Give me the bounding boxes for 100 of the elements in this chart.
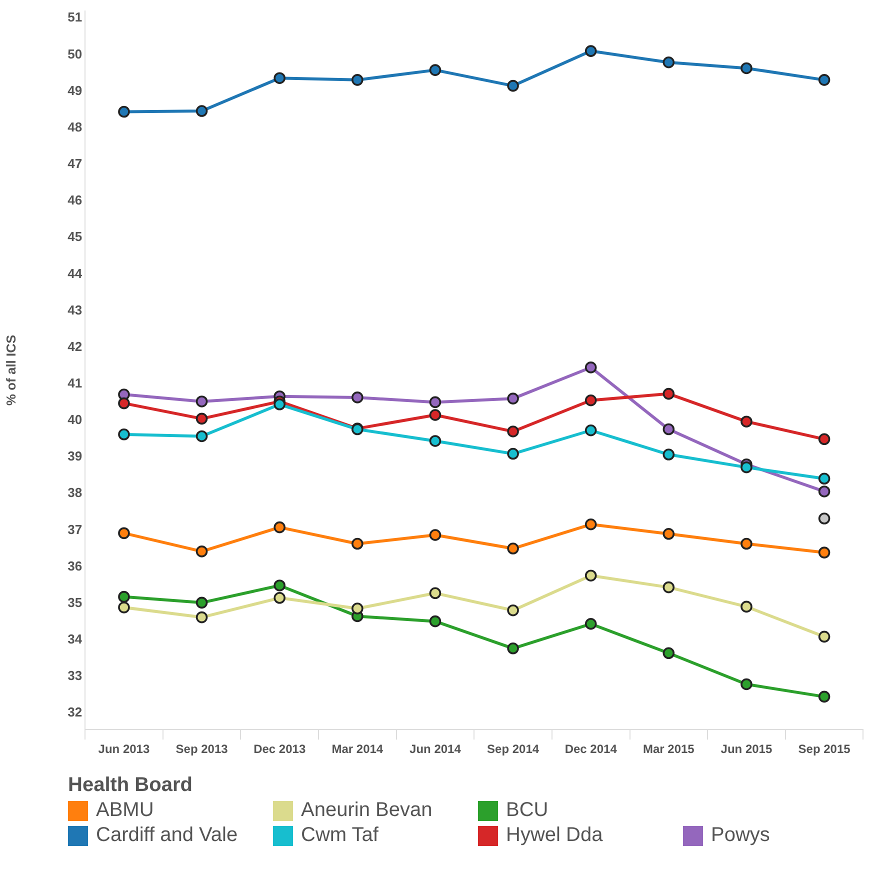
legend-label: Aneurin Bevan (301, 799, 432, 822)
y-tick-label: 37 (68, 522, 82, 537)
point (507, 80, 519, 92)
point (507, 426, 519, 438)
point (818, 486, 830, 498)
point (740, 461, 752, 474)
point (118, 106, 130, 118)
point (352, 602, 364, 614)
point (740, 538, 752, 550)
y-tick-label: 35 (68, 594, 82, 610)
point (352, 538, 364, 550)
point (584, 424, 597, 436)
point (429, 435, 442, 447)
point (740, 62, 752, 74)
point (274, 521, 286, 534)
point (118, 590, 130, 603)
point (507, 542, 519, 554)
point (196, 546, 208, 558)
point (662, 647, 675, 660)
y-tick-label: 49 (68, 82, 82, 98)
legend-label: BCU (506, 799, 548, 822)
point (507, 392, 519, 404)
point (584, 394, 597, 406)
point (818, 546, 830, 558)
x-tick-label: Dec 2013 (254, 742, 306, 756)
point (818, 512, 830, 524)
point (352, 74, 364, 86)
point (196, 430, 208, 442)
y-tick-label: 39 (68, 448, 82, 464)
y-tick-label: 38 (68, 485, 82, 500)
point (118, 527, 130, 540)
y-tick-label: 43 (68, 302, 82, 318)
legend-label: ABMU (96, 799, 154, 822)
x-tick-label: Mar 2014 (332, 742, 384, 756)
point (818, 690, 830, 703)
point (429, 529, 442, 541)
point (662, 56, 675, 68)
point (274, 580, 286, 592)
y-tick-label: 34 (68, 632, 83, 647)
point (429, 396, 442, 408)
x-tick-label: Dec 2014 (564, 742, 618, 756)
x-tick-label: Sep 2015 (798, 742, 851, 756)
point (196, 105, 208, 117)
point (584, 570, 597, 582)
point (662, 581, 675, 594)
point (196, 596, 208, 609)
point (118, 428, 130, 440)
point (662, 528, 675, 540)
point (274, 398, 286, 410)
point (584, 362, 597, 374)
x-tick-label: Jun 2013 (98, 742, 150, 756)
point (584, 518, 597, 530)
point (818, 630, 830, 643)
point (352, 392, 364, 404)
legend-label: Hywel Dda (506, 824, 603, 847)
y-tick-label: 33 (68, 668, 82, 684)
point (196, 412, 208, 425)
point (196, 396, 208, 408)
point (118, 397, 130, 410)
point (818, 74, 830, 86)
y-tick-label: 46 (68, 192, 82, 208)
point (662, 423, 675, 436)
legend-title: Health Board (68, 774, 194, 797)
y-tick-label: 41 (68, 375, 82, 390)
y-tick-label: 50 (68, 46, 82, 62)
point (118, 602, 130, 614)
point (274, 72, 286, 84)
x-tick-label: Jun 2014 (410, 742, 462, 756)
x-tick-label: Sep 2013 (176, 742, 228, 756)
point (274, 592, 286, 604)
point (740, 678, 752, 690)
x-tick-label: Mar 2015 (642, 742, 695, 756)
point (818, 472, 830, 485)
y-tick-label: 48 (68, 119, 82, 134)
x-tick-label: Jun 2015 (720, 742, 772, 756)
point (584, 45, 597, 57)
x-tick-label: Sep 2014 (487, 742, 540, 756)
y-tick-label: 45 (68, 229, 82, 244)
legend-label: Cardiff and Vale (96, 824, 238, 847)
y-tick-label: 51 (68, 10, 82, 25)
point (429, 409, 442, 421)
point (818, 433, 830, 446)
y-tick-label: 32 (68, 704, 82, 720)
point (662, 448, 675, 460)
y-axis-title: % of all ICS (3, 334, 18, 406)
y-tick-label: 40 (68, 412, 82, 428)
point (584, 618, 597, 630)
y-tick-label: 47 (68, 156, 82, 172)
point (740, 600, 752, 613)
point (196, 611, 208, 624)
y-tick-label: 36 (68, 558, 82, 574)
point (507, 642, 519, 654)
legend-label: Cwm Taf (301, 824, 378, 847)
point (429, 587, 442, 600)
legend-label: Powys (711, 824, 770, 847)
point (740, 416, 752, 428)
point (507, 604, 519, 616)
point (429, 64, 442, 76)
y-tick-label: 44 (68, 266, 83, 281)
point (507, 448, 519, 460)
